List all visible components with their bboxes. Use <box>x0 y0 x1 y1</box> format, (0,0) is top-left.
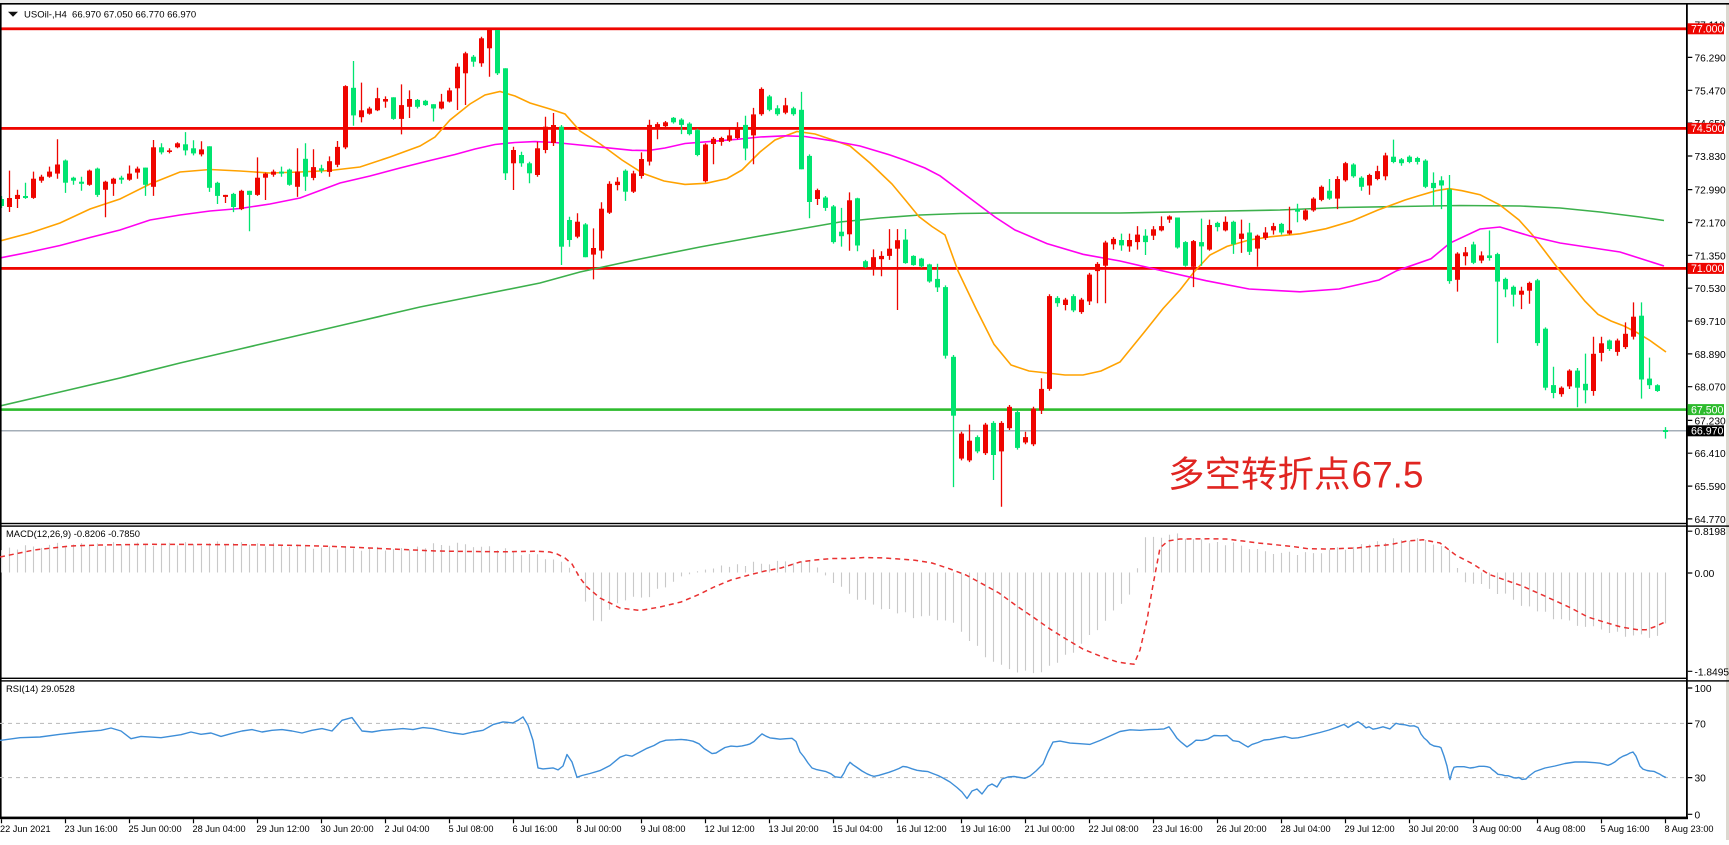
svg-text:74.500: 74.500 <box>1691 123 1724 135</box>
svg-text:0.00: 0.00 <box>1695 569 1715 580</box>
svg-text:RSI(14) 29.0528: RSI(14) 29.0528 <box>6 683 75 694</box>
svg-text:23 Jul 16:00: 23 Jul 16:00 <box>1153 824 1203 834</box>
svg-text:77.000: 77.000 <box>1691 24 1724 36</box>
svg-text:-1.8495: -1.8495 <box>1695 667 1729 678</box>
svg-text:16 Jul 12:00: 16 Jul 12:00 <box>897 824 947 834</box>
svg-text:70: 70 <box>1695 719 1707 730</box>
svg-text:28 Jun 04:00: 28 Jun 04:00 <box>193 824 246 834</box>
svg-text:71.350: 71.350 <box>1695 251 1726 262</box>
svg-text:2 Jul 04:00: 2 Jul 04:00 <box>385 824 430 834</box>
svg-text:MACD(12,26,9) -0.8206 -0.7850: MACD(12,26,9) -0.8206 -0.7850 <box>6 528 140 539</box>
svg-text:68.070: 68.070 <box>1695 383 1726 394</box>
svg-text:0.8198: 0.8198 <box>1695 527 1726 538</box>
svg-text:4 Aug 08:00: 4 Aug 08:00 <box>1537 824 1586 834</box>
svg-text:73.830: 73.830 <box>1695 152 1726 163</box>
svg-text:75.470: 75.470 <box>1695 86 1726 97</box>
svg-text:65.590: 65.590 <box>1695 482 1726 493</box>
svg-text:67.500: 67.500 <box>1691 404 1724 416</box>
svg-text:9 Jul 08:00: 9 Jul 08:00 <box>641 824 686 834</box>
svg-text:29 Jun 12:00: 29 Jun 12:00 <box>257 824 310 834</box>
svg-text:67.5: 67.5 <box>1352 455 1424 496</box>
svg-text:25 Jun 00:00: 25 Jun 00:00 <box>129 824 182 834</box>
svg-text:21 Jul 00:00: 21 Jul 00:00 <box>1025 824 1075 834</box>
svg-text:3 Aug 00:00: 3 Aug 00:00 <box>1473 824 1522 834</box>
svg-text:8 Aug 23:00: 8 Aug 23:00 <box>1665 824 1714 834</box>
svg-text:22 Jul 08:00: 22 Jul 08:00 <box>1089 824 1139 834</box>
svg-text:30 Jul 20:00: 30 Jul 20:00 <box>1409 824 1459 834</box>
svg-text:66.970: 66.970 <box>1691 426 1724 438</box>
svg-text:15 Jul 04:00: 15 Jul 04:00 <box>833 824 883 834</box>
svg-text:29 Jul 12:00: 29 Jul 12:00 <box>1345 824 1395 834</box>
svg-text:8 Jul 00:00: 8 Jul 00:00 <box>577 824 622 834</box>
svg-text:5 Aug 16:00: 5 Aug 16:00 <box>1601 824 1650 834</box>
svg-text:66.410: 66.410 <box>1695 449 1726 460</box>
svg-text:72.170: 72.170 <box>1695 219 1726 230</box>
svg-text:28 Jul 04:00: 28 Jul 04:00 <box>1281 824 1331 834</box>
svg-text:30: 30 <box>1695 774 1707 785</box>
svg-text:22 Jun 2021: 22 Jun 2021 <box>0 824 51 834</box>
svg-text:76.290: 76.290 <box>1695 53 1726 64</box>
svg-text:5 Jul 08:00: 5 Jul 08:00 <box>449 824 494 834</box>
svg-text:71.000: 71.000 <box>1691 263 1724 275</box>
svg-text:70.530: 70.530 <box>1695 284 1726 295</box>
svg-text:26 Jul 20:00: 26 Jul 20:00 <box>1217 824 1267 834</box>
svg-text:23 Jun 16:00: 23 Jun 16:00 <box>65 824 118 834</box>
svg-text:69.710: 69.710 <box>1695 317 1726 328</box>
svg-text:6 Jul 16:00: 6 Jul 16:00 <box>513 824 558 834</box>
svg-text:USOil-,H4 66.970 67.050 66.77: USOil-,H4 66.970 67.050 66.770 66.970 <box>24 10 196 21</box>
svg-text:12 Jul 12:00: 12 Jul 12:00 <box>705 824 755 834</box>
svg-text:72.990: 72.990 <box>1695 186 1726 197</box>
svg-text:0: 0 <box>1695 810 1701 821</box>
svg-text:19 Jul 16:00: 19 Jul 16:00 <box>961 824 1011 834</box>
svg-text:68.890: 68.890 <box>1695 350 1726 361</box>
svg-text:64.770: 64.770 <box>1695 515 1726 526</box>
svg-text:13 Jul 20:00: 13 Jul 20:00 <box>769 824 819 834</box>
svg-text:30 Jun 20:00: 30 Jun 20:00 <box>321 824 374 834</box>
svg-text:100: 100 <box>1695 684 1712 695</box>
